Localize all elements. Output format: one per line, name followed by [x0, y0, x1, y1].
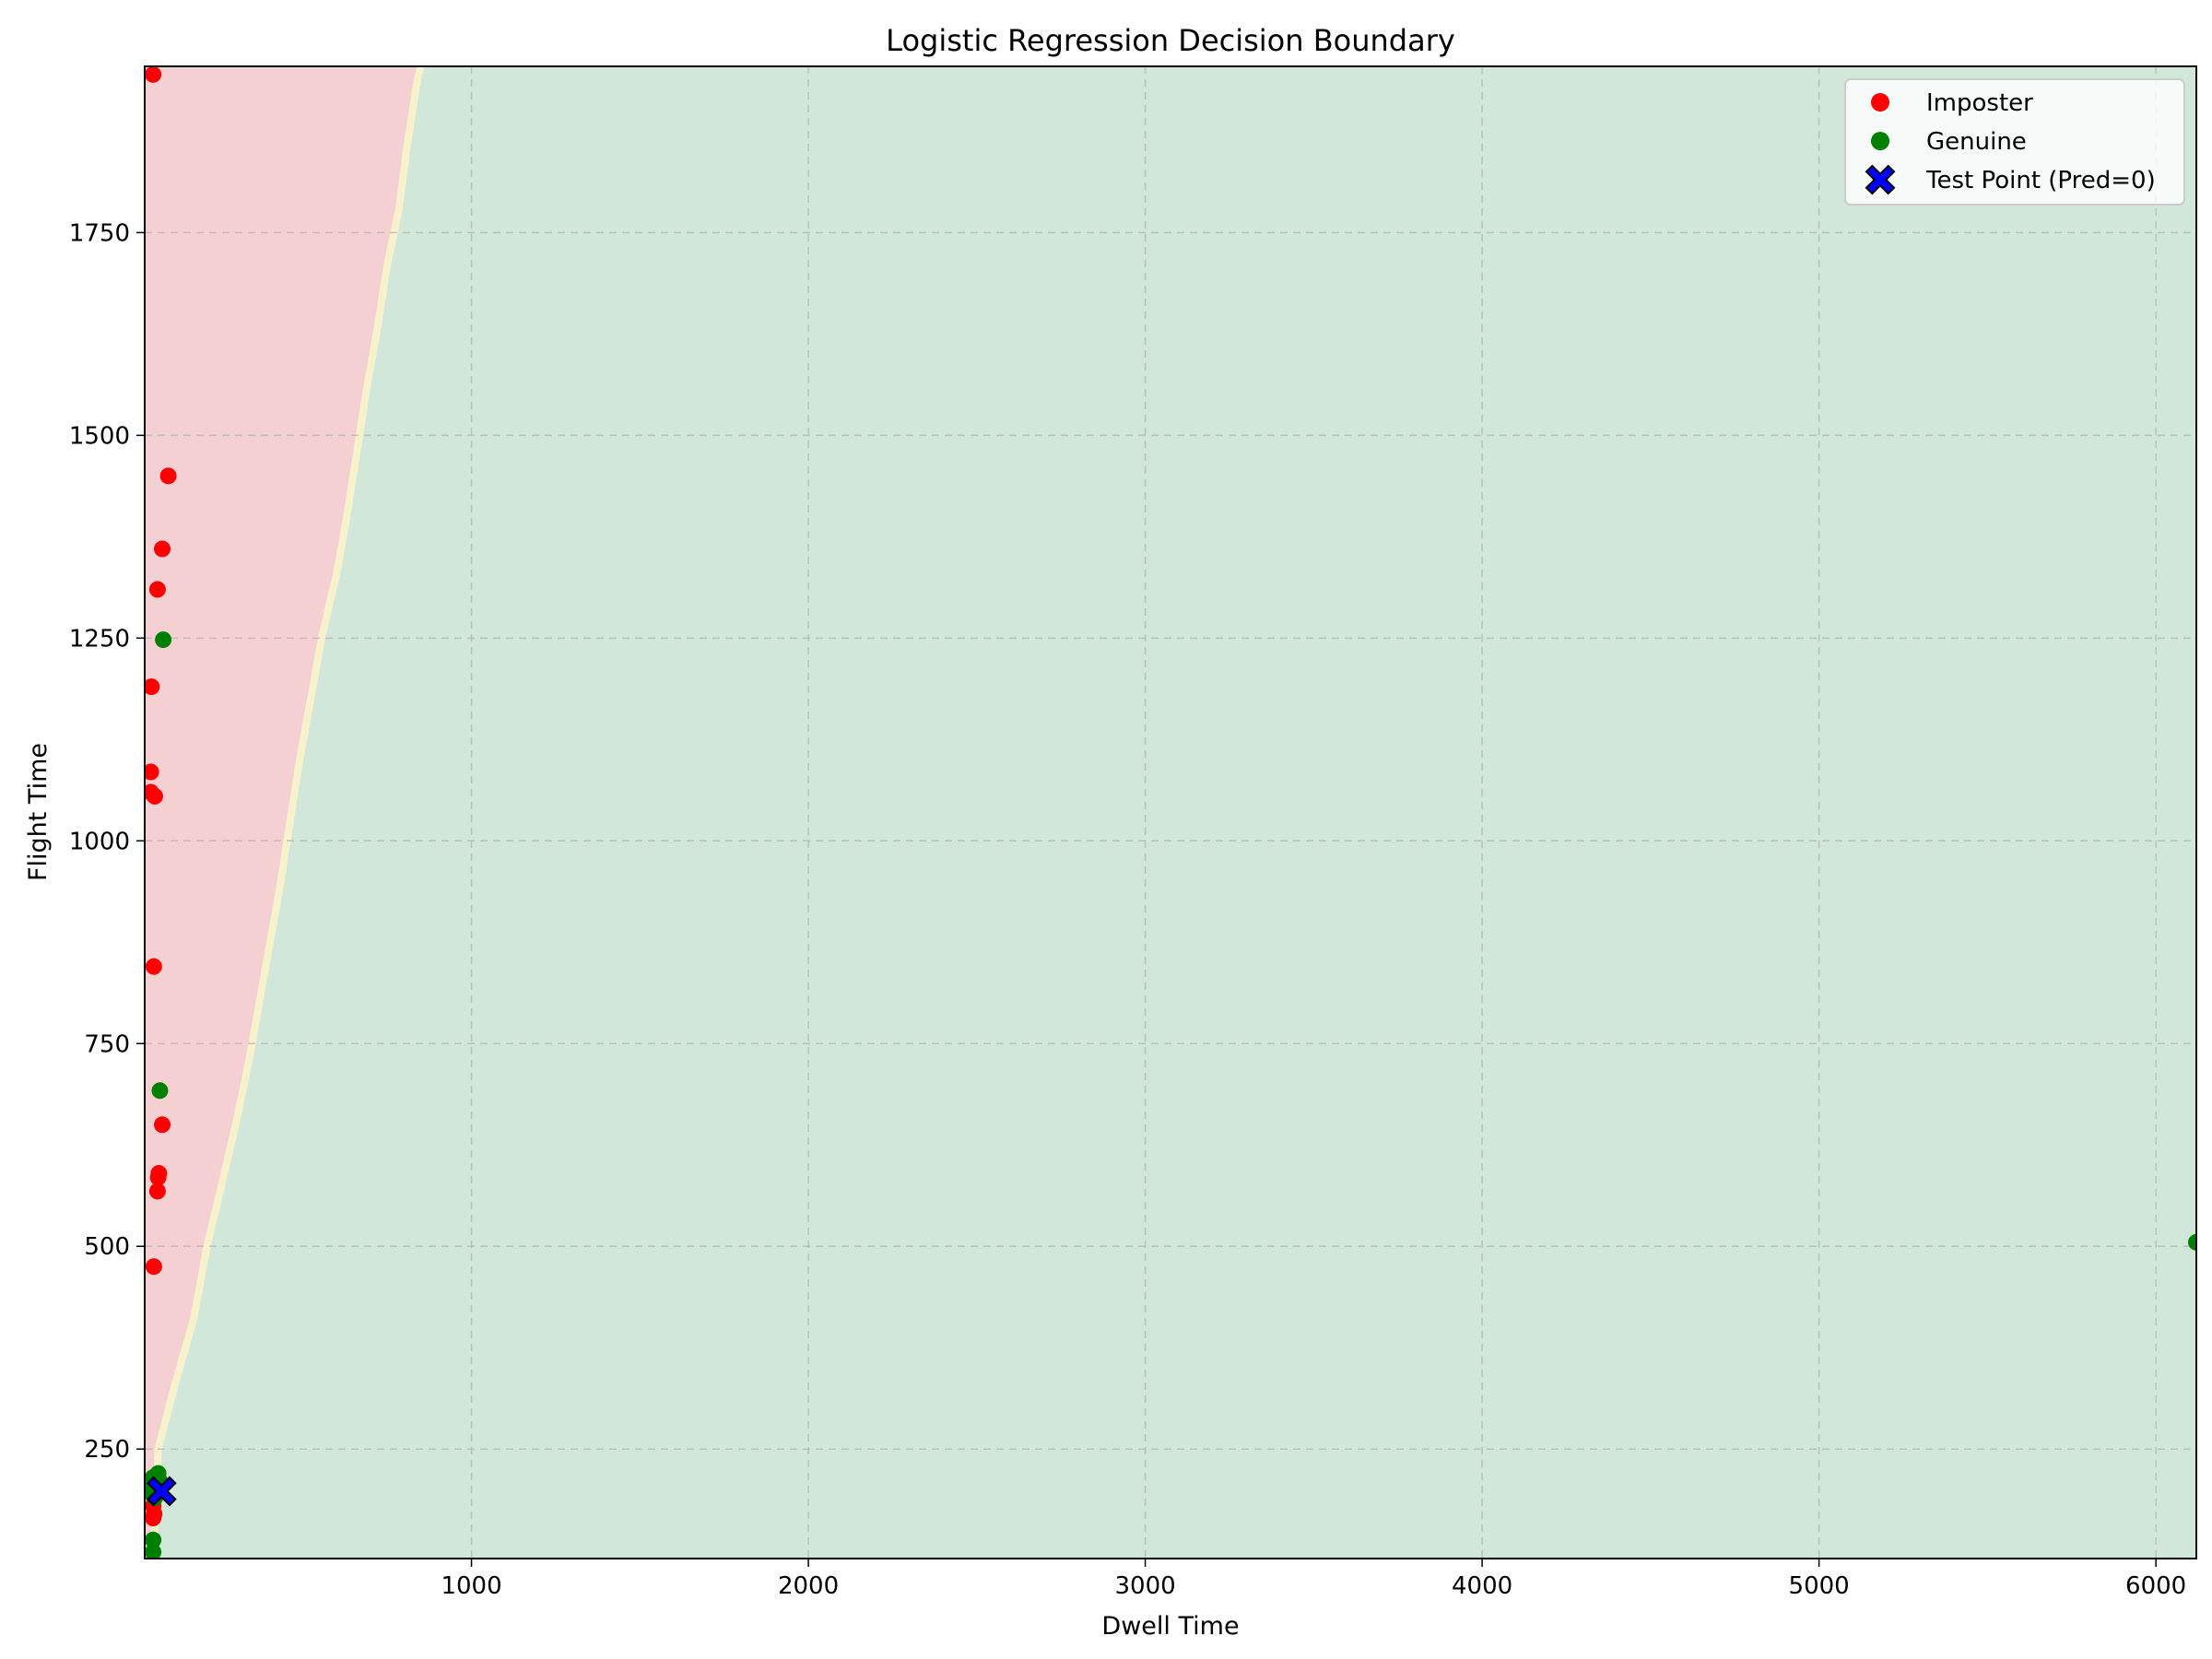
x-tick-label: 6000	[2125, 1572, 2186, 1600]
imposter-point	[145, 66, 162, 83]
y-tick-label: 1750	[69, 219, 130, 247]
imposter-point	[149, 1169, 167, 1186]
legend: Imposter Genuine Test Point (Pred=0)	[1844, 78, 2185, 206]
test-point-marker	[146, 1476, 177, 1507]
imposter-point	[148, 1182, 166, 1200]
y-tick-label: 1250	[69, 625, 130, 653]
genuine-point	[151, 1082, 169, 1100]
legend-marker-test-point	[1865, 164, 1896, 195]
genuine-point	[145, 1531, 162, 1548]
imposter-point	[146, 787, 163, 805]
legend-box	[1844, 78, 2185, 206]
genuine-point	[145, 1543, 162, 1559]
legend-label-genuine: Genuine	[1926, 128, 2027, 156]
y-tick-label: 250	[84, 1436, 130, 1464]
y-tick-label: 500	[84, 1233, 130, 1261]
x-tick-label: 2000	[778, 1572, 839, 1600]
imposter-point	[154, 1116, 171, 1134]
y-tick-label: 1000	[69, 828, 130, 855]
imposter-point	[154, 540, 171, 558]
grid	[145, 66, 2196, 1559]
legend-label-imposter: Imposter	[1926, 89, 2033, 117]
x-axis-label: Dwell Time	[1101, 1612, 1239, 1641]
imposter-point	[145, 763, 159, 781]
data-points	[145, 66, 2196, 1559]
legend-marker-imposter	[1871, 93, 1889, 112]
decision-boundary-line	[149, 66, 425, 1559]
genuine-point	[2188, 1233, 2196, 1251]
x-tick-label: 4000	[1452, 1572, 1512, 1600]
imposter-point	[148, 581, 166, 598]
genuine-region	[145, 66, 2196, 1559]
imposter-point	[159, 467, 177, 485]
y-tick-label: 1500	[69, 422, 130, 450]
x-axis: 1000 2000 3000 4000 5000 6000	[441, 1559, 2186, 1600]
imposter-region	[145, 66, 421, 1559]
legend-label-test-point: Test Point (Pred=0)	[1925, 167, 2156, 194]
x-tick-label: 3000	[1115, 1572, 1176, 1600]
y-tick-label: 750	[84, 1030, 130, 1058]
imposter-point	[145, 958, 162, 975]
x-tick-label: 5000	[1789, 1572, 1850, 1600]
y-axis-label: Flight Time	[24, 743, 53, 881]
imposter-point	[145, 678, 160, 696]
plot-frame	[144, 65, 2197, 1559]
x-tick-label: 1000	[441, 1572, 501, 1600]
chart-title: Logistic Regression Decision Boundary	[886, 23, 1455, 58]
y-axis: 250 500 750 1000 1250 1500 1750	[69, 219, 145, 1464]
imposter-point	[145, 1510, 162, 1527]
imposter-point	[145, 1258, 162, 1276]
legend-marker-genuine	[1871, 132, 1889, 150]
genuine-point	[155, 631, 172, 649]
